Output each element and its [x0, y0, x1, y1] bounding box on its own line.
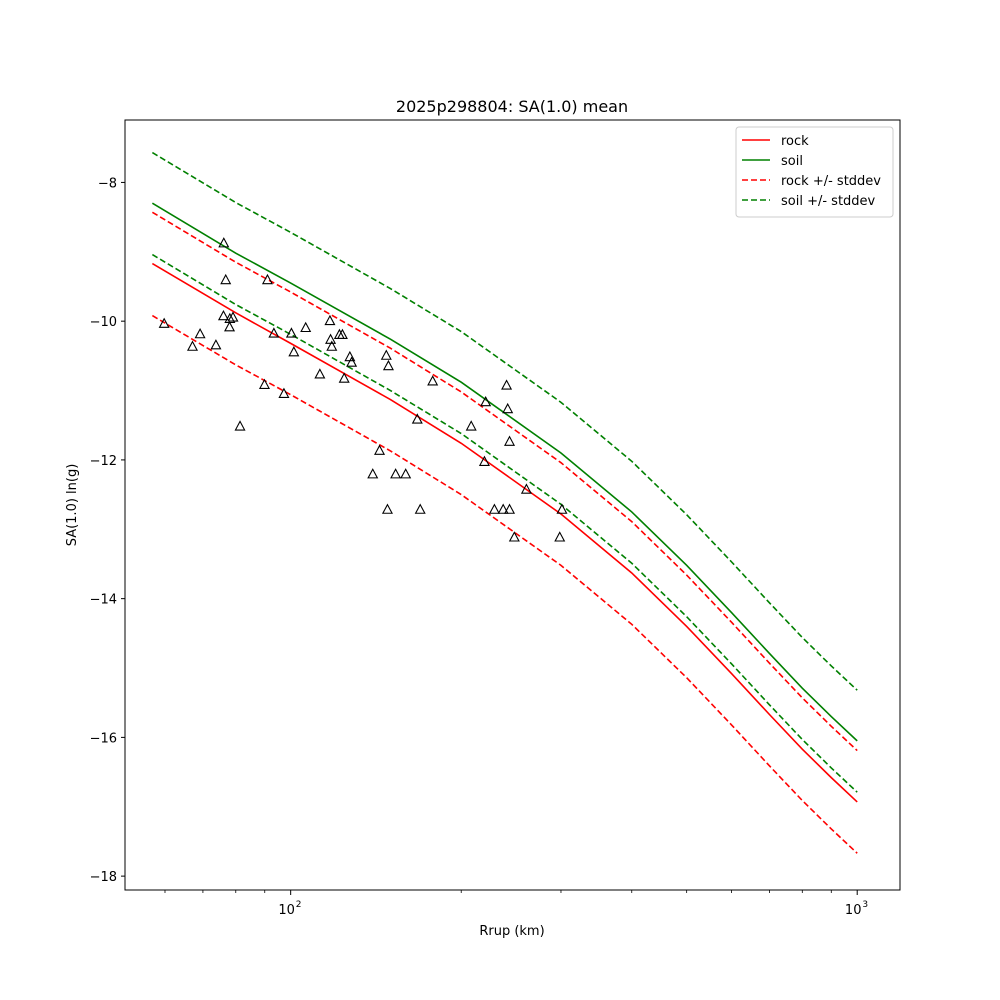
observation-point	[326, 340, 338, 351]
observation-point	[504, 435, 516, 446]
observation-point	[554, 531, 566, 542]
y-axis-label: SA(1.0) ln(g)	[65, 464, 80, 547]
observation-point	[414, 503, 426, 514]
observation-point	[488, 503, 500, 514]
observation-point	[227, 311, 239, 322]
y-tick-label: −8	[98, 176, 117, 191]
x-tick-label: 10	[278, 903, 295, 918]
observation-point	[382, 359, 394, 371]
series-line-5	[151, 253, 858, 793]
observation-point	[288, 346, 300, 357]
observation-point	[478, 455, 490, 466]
legend-label: rock +/- stddev	[781, 174, 881, 189]
y-tick-label: −12	[90, 454, 117, 469]
y-tick-label: −18	[90, 870, 117, 885]
observation-point	[210, 339, 222, 350]
x-axis-label: Rrup (km)	[479, 924, 544, 939]
legend: rock soil rock +/- stddev soil +/- stddev	[735, 126, 894, 218]
observation-point	[194, 327, 206, 339]
observation-point	[465, 420, 477, 431]
observation-point	[380, 349, 392, 360]
observation-point	[268, 327, 280, 338]
observation-point	[508, 531, 520, 542]
legend-label: soil +/- stddev	[781, 194, 876, 209]
observation-point	[158, 317, 170, 328]
observation-point	[400, 468, 412, 479]
observation-point	[411, 413, 423, 424]
y-tick-label: −10	[90, 315, 117, 330]
y-tick-label: −16	[90, 731, 117, 746]
observation-point	[338, 372, 350, 383]
chart-title: 2025p298804: SA(1.0) mean	[396, 97, 628, 116]
observation-point	[497, 503, 509, 514]
observation-point	[224, 321, 236, 332]
observation-point	[278, 387, 290, 398]
series-line-0	[151, 262, 858, 803]
observation-point	[480, 395, 492, 407]
observation-point	[336, 328, 348, 339]
observation-point	[218, 237, 230, 248]
legend-label: rock	[781, 134, 809, 149]
plot-frame	[124, 119, 901, 891]
x-tick-exponent: 2	[296, 900, 302, 910]
observation-point	[324, 314, 336, 326]
observation-point	[504, 503, 516, 514]
observation-point	[346, 356, 358, 367]
series-line-1	[151, 202, 858, 742]
observation-point	[314, 368, 326, 379]
observation-point	[556, 503, 568, 514]
observation-point	[285, 327, 297, 338]
observation-point	[220, 273, 232, 285]
observation-point	[367, 468, 379, 479]
legend-box	[735, 126, 894, 218]
observation-point	[520, 483, 532, 494]
observation-point	[186, 340, 199, 351]
series-line-3	[151, 314, 858, 854]
observation-point	[427, 375, 439, 386]
x-tick-label: 10	[845, 903, 862, 918]
observation-point	[234, 420, 246, 431]
observation-point	[501, 379, 513, 390]
series-line-4	[151, 151, 858, 691]
x-tick-exponent: 3	[862, 900, 868, 910]
observation-point	[381, 503, 393, 514]
observation-point	[300, 321, 312, 333]
observation-point	[217, 309, 229, 321]
observation-point	[261, 273, 273, 285]
legend-label: soil	[781, 154, 803, 169]
y-tick-label: −14	[90, 593, 117, 608]
observation-point	[502, 402, 514, 414]
observation-point	[258, 378, 270, 389]
observation-point	[390, 468, 402, 479]
observation-point	[374, 444, 386, 455]
series-line-2	[151, 211, 858, 752]
